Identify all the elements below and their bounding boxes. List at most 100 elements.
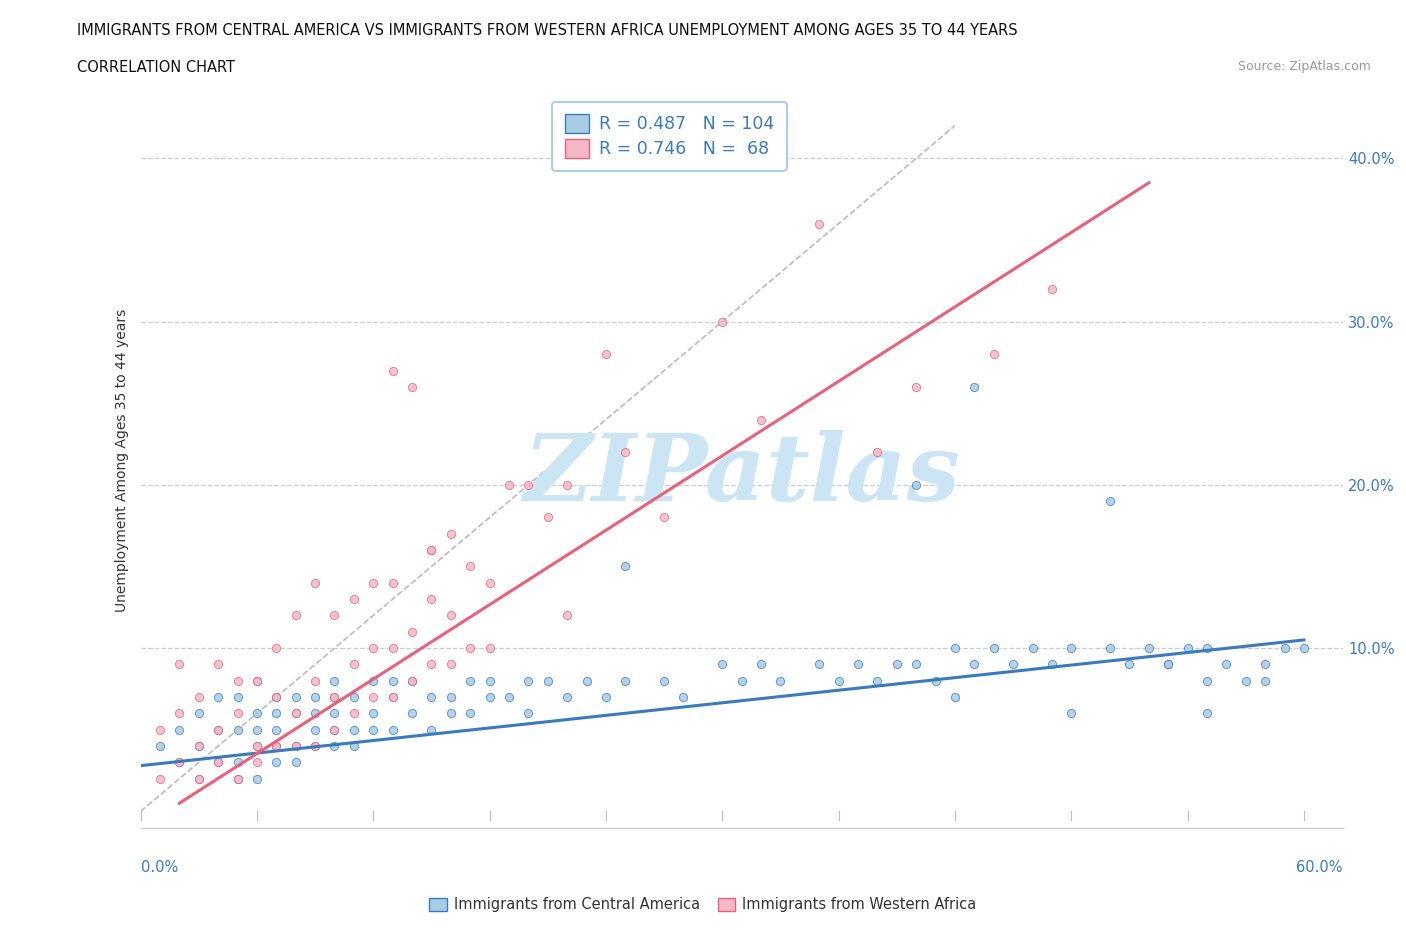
Point — [266, 641, 288, 656]
Point — [749, 412, 772, 427]
Point — [1021, 641, 1043, 656]
Point — [226, 673, 249, 688]
Point — [440, 526, 463, 541]
Point — [1234, 673, 1257, 688]
Point — [749, 657, 772, 671]
Point — [149, 771, 172, 786]
Point — [169, 755, 191, 770]
Point — [1292, 641, 1315, 656]
Point — [207, 657, 229, 671]
Point — [458, 641, 481, 656]
Point — [401, 673, 423, 688]
Legend: Immigrants from Central America, Immigrants from Western Africa: Immigrants from Central America, Immigra… — [423, 891, 983, 918]
Y-axis label: Unemployment Among Ages 35 to 44 years: Unemployment Among Ages 35 to 44 years — [115, 309, 129, 612]
Point — [187, 771, 209, 786]
Point — [207, 723, 229, 737]
Point — [1040, 282, 1063, 297]
Point — [1254, 657, 1277, 671]
Point — [207, 690, 229, 705]
Point — [963, 379, 986, 394]
Point — [886, 657, 908, 671]
Point — [1118, 657, 1140, 671]
Point — [498, 690, 520, 705]
Point — [361, 576, 384, 591]
Point — [304, 723, 326, 737]
Point — [361, 673, 384, 688]
Point — [517, 673, 540, 688]
Text: 0.0%: 0.0% — [141, 860, 177, 875]
Point — [169, 706, 191, 721]
Point — [284, 690, 307, 705]
Point — [478, 690, 501, 705]
Point — [478, 641, 501, 656]
Point — [614, 559, 637, 574]
Point — [420, 657, 443, 671]
Point — [304, 706, 326, 721]
Point — [614, 673, 637, 688]
Point — [420, 543, 443, 558]
Point — [711, 314, 734, 329]
Point — [1274, 641, 1296, 656]
Point — [866, 673, 889, 688]
Point — [284, 608, 307, 623]
Text: Source: ZipAtlas.com: Source: ZipAtlas.com — [1237, 60, 1371, 73]
Point — [905, 477, 928, 492]
Point — [440, 608, 463, 623]
Point — [381, 576, 404, 591]
Point — [207, 755, 229, 770]
Point — [381, 641, 404, 656]
Point — [343, 657, 366, 671]
Point — [323, 608, 346, 623]
Point — [827, 673, 849, 688]
Point — [284, 738, 307, 753]
Point — [246, 673, 269, 688]
Point — [226, 723, 249, 737]
Point — [420, 690, 443, 705]
Point — [1002, 657, 1025, 671]
Point — [187, 690, 209, 705]
Point — [652, 673, 675, 688]
Legend: R = 0.487   N = 104, R = 0.746   N =  68: R = 0.487 N = 104, R = 0.746 N = 68 — [553, 101, 787, 170]
Point — [323, 690, 346, 705]
Point — [246, 673, 269, 688]
Point — [478, 673, 501, 688]
Point — [769, 673, 792, 688]
Point — [440, 690, 463, 705]
Point — [498, 477, 520, 492]
Point — [1254, 673, 1277, 688]
Point — [614, 445, 637, 459]
Point — [652, 510, 675, 525]
Point — [187, 771, 209, 786]
Point — [207, 723, 229, 737]
Point — [731, 673, 754, 688]
Point — [458, 559, 481, 574]
Point — [1157, 657, 1180, 671]
Point — [381, 673, 404, 688]
Point — [381, 690, 404, 705]
Point — [304, 738, 326, 753]
Point — [440, 706, 463, 721]
Point — [343, 706, 366, 721]
Point — [420, 543, 443, 558]
Point — [361, 690, 384, 705]
Point — [266, 738, 288, 753]
Point — [304, 738, 326, 753]
Point — [246, 738, 269, 753]
Point — [1099, 641, 1122, 656]
Point — [226, 755, 249, 770]
Point — [246, 706, 269, 721]
Point — [420, 591, 443, 606]
Point — [246, 755, 269, 770]
Point — [905, 379, 928, 394]
Point — [187, 738, 209, 753]
Point — [266, 723, 288, 737]
Point — [323, 706, 346, 721]
Point — [323, 723, 346, 737]
Point — [323, 723, 346, 737]
Point — [1195, 706, 1218, 721]
Point — [284, 738, 307, 753]
Point — [284, 706, 307, 721]
Point — [555, 477, 578, 492]
Point — [246, 738, 269, 753]
Point — [361, 723, 384, 737]
